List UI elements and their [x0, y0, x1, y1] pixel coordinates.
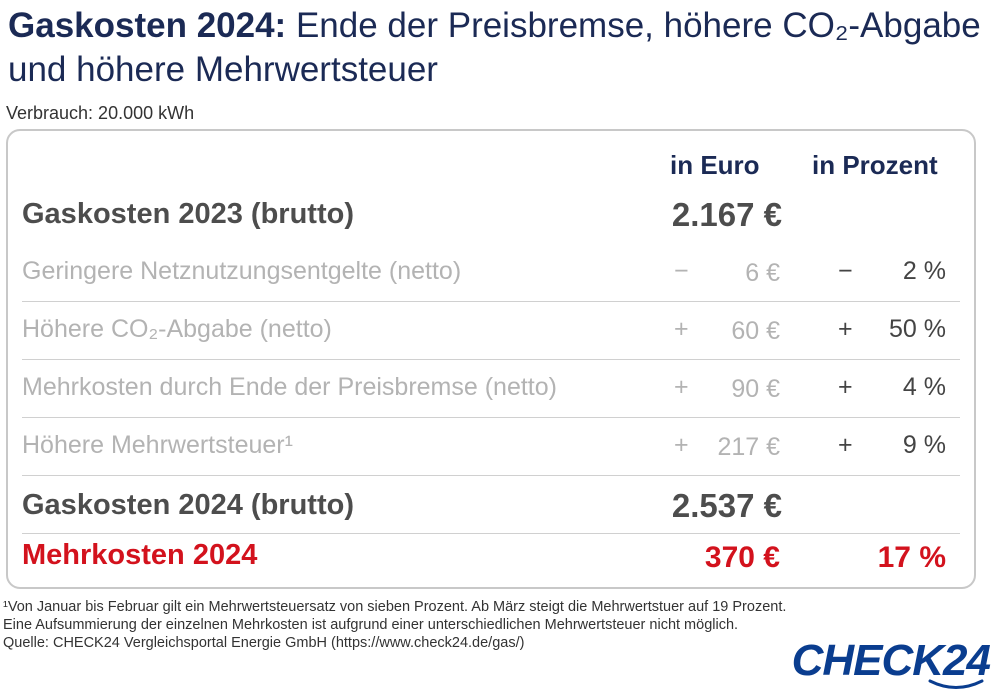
row-percent: 2 % — [902, 257, 946, 285]
row-value: 2.537 € — [671, 487, 782, 524]
table-row-total: Mehrkosten 2024 370 € 17 % — [22, 533, 960, 589]
row-sign-percent: + — [838, 373, 853, 401]
title-rest: Ende der Preisbremse, höhere CO₂-Abgabe … — [8, 6, 981, 89]
source-line: Quelle: CHECK24 Vergleichsportal Energie… — [3, 635, 525, 651]
page-title: Gaskosten 2024: Ende der Preisbremse, hö… — [8, 4, 988, 92]
row-value: 90 € — [731, 375, 780, 403]
table-row: Geringere Netznutzungsentgelte (netto) −… — [22, 245, 960, 302]
row-label: Höhere CO₂-Abgabe (netto) — [22, 315, 332, 343]
footnote: ¹Von Januar bis Februar gilt ein Mehrwer… — [3, 598, 786, 652]
cost-table-card — [6, 129, 976, 589]
row-value: 217 € — [717, 433, 780, 461]
subtitle: Verbrauch: 20.000 kWh — [6, 103, 195, 123]
row-sign-percent: + — [838, 315, 853, 343]
row-label: Mehrkosten durch Ende der Preisbremse (n… — [22, 373, 557, 401]
row-label: Geringere Netznutzungsentgelte (netto) — [22, 257, 462, 285]
row-percent: 9 % — [902, 431, 946, 459]
row-label: Höhere Mehrwertsteuer¹ — [22, 431, 293, 459]
row-label: Gaskosten 2023 (brutto) — [22, 198, 354, 230]
row-percent: 17 % — [877, 541, 946, 574]
row-sign-euro: − — [674, 257, 689, 285]
row-value: 2.167 € — [671, 196, 782, 233]
title-bold: Gaskosten 2024: — [8, 6, 287, 45]
row-label: Mehrkosten 2024 — [22, 539, 258, 571]
row-sign-euro: + — [674, 431, 689, 459]
footnote-line: ¹Von Januar bis Februar gilt ein Mehrwer… — [3, 599, 787, 615]
column-header-euro: in Euro — [670, 150, 760, 180]
table-row: Mehrkosten durch Ende der Preisbremse (n… — [22, 361, 960, 418]
table-row: Höhere Mehrwertsteuer¹ + 217 € + 9 % — [22, 419, 960, 476]
logo-swoosh-icon — [928, 679, 984, 689]
row-percent: 4 % — [902, 373, 946, 401]
row-sign-percent: + — [838, 431, 853, 459]
column-header-percent: in Prozent — [812, 150, 938, 180]
check24-logo: CHECK24 — [791, 636, 991, 685]
row-sign-euro: + — [674, 373, 689, 401]
row-percent: 50 % — [889, 315, 946, 343]
row-sign-euro: + — [674, 315, 689, 343]
table-row: Höhere CO₂-Abgabe (netto) + 60 € + 50 % — [22, 303, 960, 360]
row-value: 370 € — [704, 541, 780, 574]
row-sign-percent: − — [838, 257, 853, 285]
table-row: Gaskosten 2023 (brutto) 2.167 € — [22, 186, 960, 242]
row-value: 6 € — [745, 259, 780, 287]
table-row: Gaskosten 2024 (brutto) 2.537 € — [22, 477, 960, 534]
row-label: Gaskosten 2024 (brutto) — [22, 489, 354, 521]
footnote-line: Eine Aufsummierung der einzelnen Mehrkos… — [3, 617, 739, 633]
row-value: 60 € — [731, 317, 780, 345]
